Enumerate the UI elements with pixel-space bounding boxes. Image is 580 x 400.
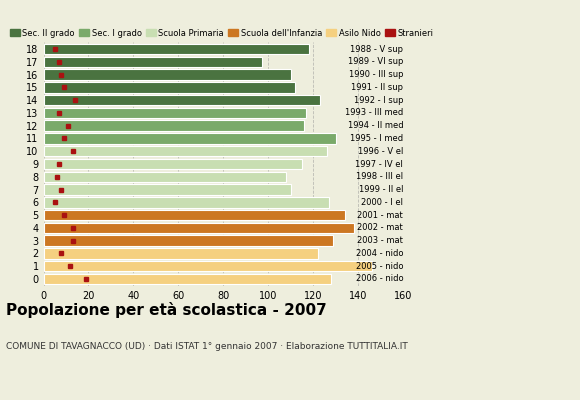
Bar: [44, 108, 306, 118]
Bar: [44, 172, 287, 182]
Bar: [44, 261, 372, 272]
Bar: [44, 56, 262, 67]
Bar: [44, 184, 291, 195]
Bar: [44, 223, 354, 233]
Text: COMUNE DI TAVAGNACCO (UD) · Dati ISTAT 1° gennaio 2007 · Elaborazione TUTTITALIA: COMUNE DI TAVAGNACCO (UD) · Dati ISTAT 1…: [6, 342, 408, 351]
Text: Anno di nascita: Anno di nascita: [406, 30, 497, 40]
Bar: [44, 120, 304, 131]
Bar: [44, 44, 309, 54]
Bar: [44, 274, 331, 284]
Bar: [44, 146, 327, 156]
Bar: [44, 95, 320, 105]
Bar: [44, 236, 333, 246]
Text: Età: Età: [21, 30, 40, 40]
Bar: [44, 69, 291, 80]
Bar: [44, 82, 295, 92]
Bar: [44, 248, 318, 259]
Legend: Sec. II grado, Sec. I grado, Scuola Primaria, Scuola dell'Infanzia, Asilo Nido, : Sec. II grado, Sec. I grado, Scuola Prim…: [10, 29, 433, 38]
Bar: [44, 159, 302, 169]
Text: Popolazione per età scolastica - 2007: Popolazione per età scolastica - 2007: [6, 302, 327, 318]
Bar: [44, 210, 345, 220]
Bar: [44, 133, 336, 144]
Bar: [44, 197, 329, 208]
